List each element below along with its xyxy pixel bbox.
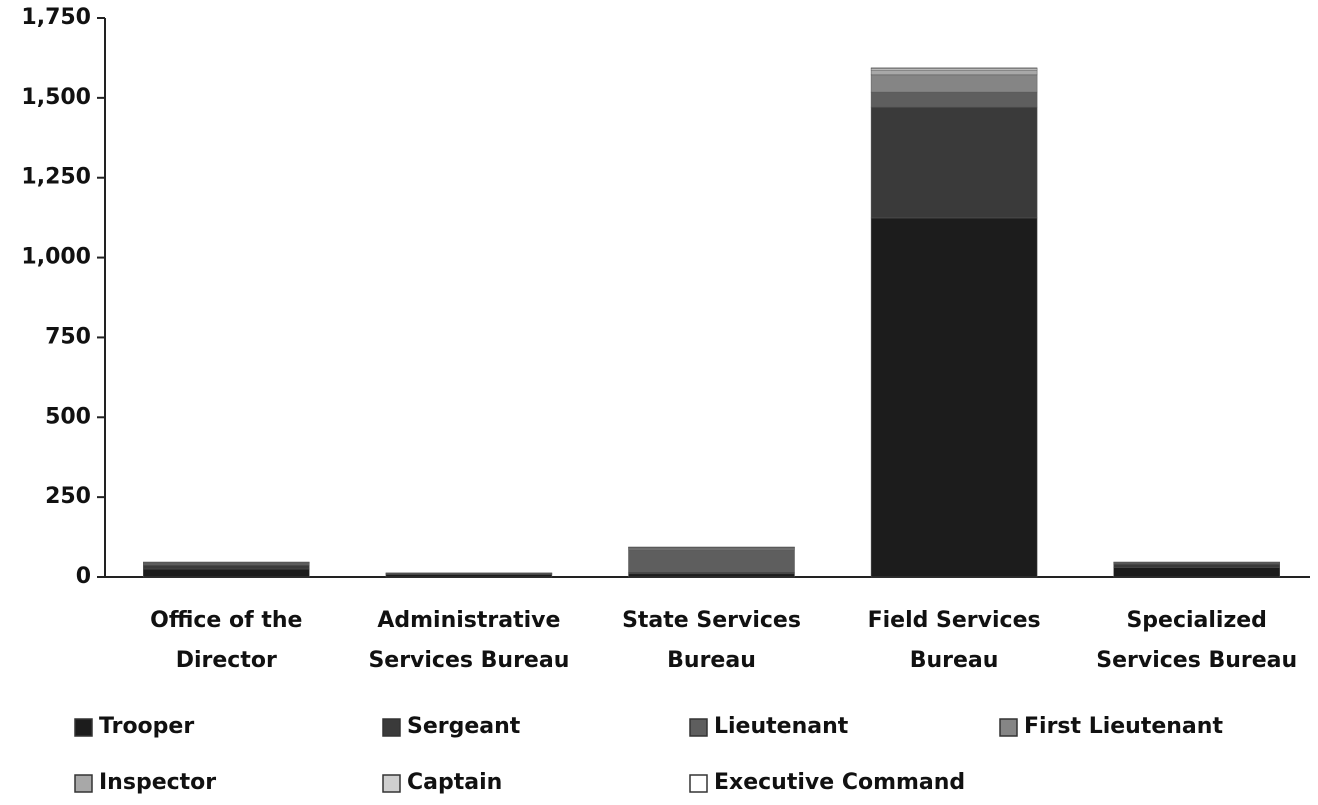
y-tick-label: 1,000 <box>21 245 91 270</box>
x-tick-label: Administrative <box>377 608 560 633</box>
legend-label: Trooper <box>99 714 194 739</box>
x-tick-label: Specialized <box>1126 608 1267 633</box>
x-tick-label: State Services <box>622 608 801 633</box>
legend-swatch <box>75 775 92 792</box>
legend-swatch <box>1000 719 1017 736</box>
bar-segment <box>1114 564 1280 567</box>
x-tick-label: Services Bureau <box>1096 648 1297 673</box>
x-tick-label: Services Bureau <box>368 648 569 673</box>
bar-segment <box>871 70 1037 75</box>
y-tick-label: 1,250 <box>21 165 91 190</box>
legend-label: Lieutenant <box>714 714 849 739</box>
legend-label: Captain <box>407 770 502 795</box>
legend-swatch <box>690 719 707 736</box>
legend-swatch <box>383 775 400 792</box>
x-tick-label: Bureau <box>667 648 756 673</box>
legend-label: Executive Command <box>714 770 965 795</box>
x-tick-label: Field Services <box>868 608 1041 633</box>
bar-segment <box>1114 567 1280 577</box>
x-tick-label: Bureau <box>910 648 999 673</box>
bar-segment <box>871 92 1037 107</box>
legend-label: Inspector <box>99 770 216 795</box>
legend-swatch <box>75 719 92 736</box>
legend-swatch <box>383 719 400 736</box>
legend-label: Sergeant <box>407 714 521 739</box>
bar-segment <box>629 550 795 572</box>
legend-swatch <box>690 775 707 792</box>
bar-segment <box>386 574 552 577</box>
bar-segment <box>143 569 309 577</box>
y-tick-label: 0 <box>76 564 91 589</box>
bar-segment <box>871 218 1037 577</box>
x-tick-label: Office of the <box>150 608 302 633</box>
bar-segment <box>871 75 1037 92</box>
y-tick-label: 250 <box>45 484 91 509</box>
legend-label: First Lieutenant <box>1024 714 1223 739</box>
bar-segment <box>871 107 1037 218</box>
y-tick-label: 750 <box>45 324 91 349</box>
y-tick-label: 500 <box>45 404 91 429</box>
bar-segment <box>871 68 1037 69</box>
y-tick-label: 1,750 <box>21 5 91 30</box>
bar-segment <box>629 574 795 577</box>
y-tick-label: 1,500 <box>21 85 91 110</box>
x-tick-label: Director <box>176 648 277 673</box>
bar-segment <box>143 565 309 569</box>
